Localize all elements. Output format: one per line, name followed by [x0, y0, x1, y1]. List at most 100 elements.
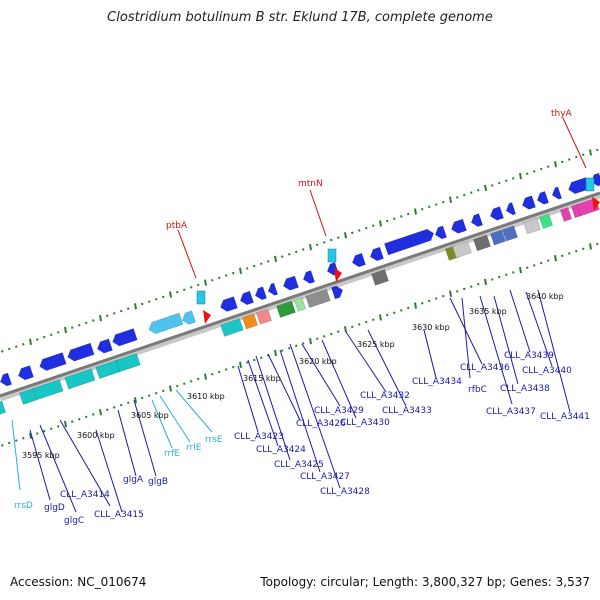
- tick-mark-inner: [463, 287, 466, 291]
- tick-mark-inner: [505, 273, 508, 277]
- misc-feature-shape: [276, 300, 296, 318]
- tick-mark-inner: [29, 432, 32, 440]
- highlight-box: [327, 248, 337, 263]
- tick-mark-inner: [295, 344, 298, 348]
- tick-mark-outer: [141, 302, 144, 306]
- misc-feature: [19, 388, 37, 405]
- rna-label: rrsE: [205, 435, 223, 445]
- highlight-arrow: [592, 197, 600, 211]
- misc-feature-shape: [256, 308, 272, 325]
- tick-mark-outer: [316, 243, 319, 246]
- connector-gene: [301, 343, 341, 407]
- tick-mark-inner: [477, 283, 480, 286]
- tick-mark-inner: [547, 259, 550, 262]
- kbp-label: 3640 kbp: [526, 292, 564, 301]
- connector-gene: [479, 295, 513, 405]
- genome-summary: Topology: circular; Length: 3,800,327 bp…: [260, 575, 590, 589]
- tick-mark-inner: [176, 384, 179, 388]
- tick-mark-outer: [1, 350, 4, 353]
- misc-feature-shape: [32, 379, 64, 401]
- tick-mark-inner: [512, 271, 515, 274]
- tick-mark-inner: [288, 346, 291, 350]
- misc-feature-shape: [220, 318, 244, 337]
- misc-feature: [371, 269, 389, 286]
- tick-mark-inner: [106, 408, 109, 412]
- misc-feature-shape: [490, 229, 506, 246]
- kbp-label: 3610 kbp: [187, 392, 225, 401]
- cds-feature: [240, 290, 254, 306]
- tick-mark-inner: [253, 358, 256, 362]
- tick-mark-outer: [344, 232, 347, 239]
- tick-mark-inner: [1, 444, 4, 447]
- misc-feature: [559, 207, 573, 222]
- tick-mark-outer: [561, 160, 564, 164]
- tick-mark-inner: [260, 356, 263, 359]
- tick-mark-outer: [204, 279, 207, 286]
- tick-mark-inner: [540, 261, 543, 265]
- gene-label: glgC: [64, 516, 84, 526]
- tick-mark-outer: [575, 155, 578, 159]
- tick-mark-outer: [239, 267, 242, 274]
- cds-feature: [18, 365, 34, 381]
- connector-gene: [39, 424, 77, 513]
- cds-feature: [352, 252, 366, 268]
- gene-label: CLL_A3426: [296, 419, 346, 429]
- tick-mark-inner: [99, 409, 102, 416]
- tick-mark-outer: [43, 335, 46, 339]
- connector-gene: [95, 429, 123, 513]
- tick-mark-inner: [120, 403, 123, 407]
- cds-feature: [490, 206, 504, 221]
- connector-gene: [367, 329, 407, 407]
- gene-label: CLL_A3423: [234, 432, 284, 442]
- cds-feature-shape: [0, 372, 12, 387]
- cds-feature: [370, 246, 384, 262]
- connector-gene: [151, 399, 173, 449]
- highlight-gene-label: ptbA: [166, 221, 188, 231]
- connector-gene: [493, 295, 519, 385]
- tick-mark-outer: [134, 303, 137, 310]
- tick-mark-inner: [323, 335, 326, 338]
- tick-mark-inner: [498, 275, 501, 279]
- cds-feature: [267, 282, 279, 296]
- cds-feature-shape: [39, 352, 67, 371]
- kbp-label: 3625 kbp: [357, 340, 395, 349]
- tick-mark-outer: [449, 196, 452, 203]
- tick-mark-inner: [36, 432, 39, 435]
- cds-feature: [451, 218, 467, 234]
- connector-gene: [117, 409, 137, 477]
- cds-feature-shape: [451, 218, 467, 234]
- tick-mark-inner: [365, 320, 368, 324]
- cds-feature-shape: [97, 338, 113, 354]
- connector-ptbA: [177, 229, 197, 279]
- misc-feature-shape: [371, 269, 389, 286]
- cds-feature: [67, 342, 95, 362]
- tick-mark-outer: [169, 291, 172, 298]
- tick-mark-inner: [435, 297, 438, 300]
- misc-feature-shape: [331, 285, 344, 300]
- tick-mark-inner: [232, 365, 235, 369]
- connector-gene: [133, 399, 157, 477]
- tick-mark-inner: [358, 323, 361, 326]
- tick-mark-outer: [211, 279, 214, 282]
- tick-mark-inner: [414, 302, 417, 309]
- gene-label: rfbC: [468, 385, 487, 395]
- gene-label: CLL_A3439: [504, 351, 554, 361]
- tick-mark-outer: [127, 307, 130, 310]
- misc-feature-shape: [305, 288, 331, 308]
- tick-mark-outer: [176, 290, 179, 294]
- cds-feature-shape: [182, 310, 196, 325]
- tick-mark-outer: [99, 315, 102, 322]
- misc-feature: [539, 213, 553, 229]
- tick-mark-outer: [330, 238, 333, 242]
- gene-label: CLL_A3433: [382, 406, 432, 416]
- cds-feature-shape: [302, 270, 315, 284]
- misc-feature: [293, 297, 307, 312]
- cds-feature-shape: [267, 282, 279, 296]
- kbp-label: 3635 kbp: [469, 307, 507, 316]
- gene-label: glgD: [44, 503, 65, 513]
- cds-feature-shape: [434, 225, 447, 240]
- tick-mark-inner: [197, 377, 200, 381]
- tick-mark-inner: [50, 427, 53, 430]
- gene-label: CLL_A3415: [94, 510, 144, 520]
